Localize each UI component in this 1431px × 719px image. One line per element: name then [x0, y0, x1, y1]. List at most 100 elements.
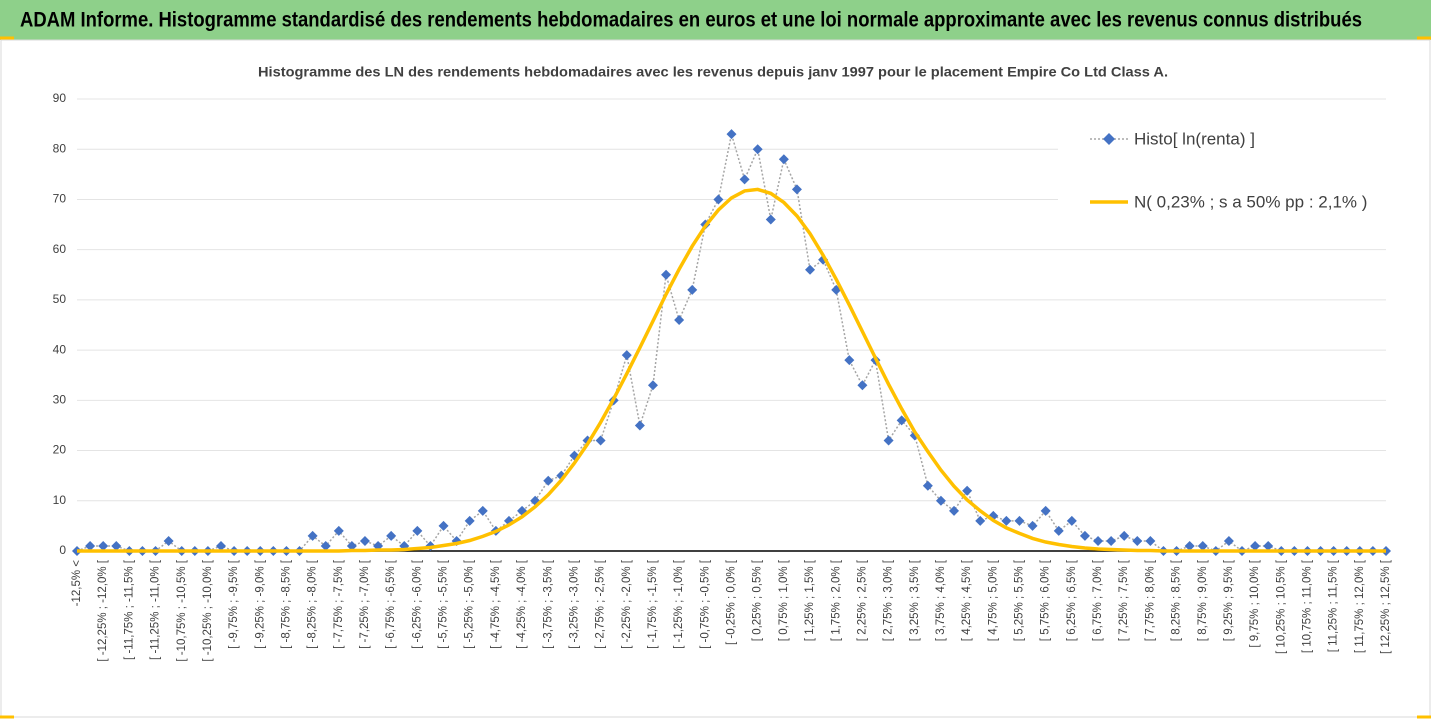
x-tick-label: [ 4,25% ; 4,5% [ [961, 559, 973, 641]
x-tick-label: [ -7,75% ; -7,5% [ [333, 559, 345, 649]
diamond-marker [922, 480, 933, 491]
normal-curve [77, 187, 1386, 553]
x-tick-label: [ -5,75% ; -5,5% [ [438, 559, 450, 649]
diamond-marker [857, 380, 868, 391]
x-tick-label: [ 3,75% ; 4,0% [ [935, 559, 947, 641]
x-tick-label: [ -5,25% ; -5,0% [ [464, 559, 476, 649]
x-tick-label: [ 1,25% ; 1,5% [ [804, 559, 816, 641]
x-tick-label: [ -10,25% ; -10,0% [ [202, 559, 214, 661]
diamond-marker [634, 420, 645, 431]
diamond-marker [477, 505, 488, 516]
diamond-marker [1184, 540, 1195, 551]
x-tick-label: [ -1,25% ; -1,0% [ [673, 559, 685, 649]
x-tick-label: [ -8,25% ; -8,0% [ [307, 559, 319, 649]
diamond-marker [713, 194, 724, 205]
x-tick-label: [ -7,25% ; -7,0% [ [359, 559, 371, 649]
diamond-marker [98, 540, 109, 551]
banner-title: ADAM Informe. Histogramme standardisé de… [20, 9, 1362, 32]
x-tick-label: [ 0,25% ; 0,5% [ [752, 559, 764, 641]
diamond-marker [1132, 535, 1143, 546]
diamond-marker [844, 355, 855, 366]
diamond-marker [949, 505, 960, 516]
legend-label: N( 0,23% ; s a 50% pp : 2,1% ) [1134, 192, 1367, 211]
y-tick-label: 40 [53, 342, 67, 356]
diamond-marker [1093, 535, 1104, 546]
x-tick-label: [ -3,75% ; -3,5% [ [542, 559, 554, 649]
y-tick-label: 0 [59, 543, 66, 557]
x-tick-label: [ -8,75% ; -8,5% [ [280, 559, 292, 649]
diamond-marker [438, 520, 449, 531]
x-tick-label: [ -1,75% ; -1,5% [ [647, 559, 659, 649]
x-tick-label: [ -4,75% ; -4,5% [ [490, 559, 502, 649]
diamond-marker [1079, 530, 1090, 541]
x-tick-label: [ -11,75% ; -11,5% [ [123, 559, 135, 660]
x-tick-label: [ 10,75% ; 11,0% [ [1301, 559, 1313, 653]
diamond-marker [346, 540, 357, 551]
x-tick-label: [ 2,75% ; 3,0% [ [883, 559, 895, 641]
x-tick-label: [ 8,75% ; 9,0% [ [1197, 559, 1209, 641]
x-tick-label: [ 12,25% ; 12,5% [ [1380, 559, 1392, 654]
y-tick-label: 20 [53, 443, 67, 457]
diamond-marker [1014, 515, 1025, 526]
diamond-marker [674, 314, 685, 325]
diamond-marker [464, 515, 475, 526]
legend-box [1058, 104, 1386, 234]
diamond-marker [896, 415, 907, 426]
diamond-marker [359, 535, 370, 546]
x-tick-label: [ 11,25% ; 11,5% [ [1328, 559, 1340, 652]
diamond-marker [307, 530, 318, 541]
diamond-marker [1197, 540, 1208, 551]
y-tick-label: 90 [53, 91, 67, 105]
y-tick-label: 80 [53, 141, 67, 155]
diamond-marker [333, 525, 344, 536]
x-tick-label: [ -3,25% ; -3,0% [ [568, 559, 580, 649]
diamond-marker [1053, 525, 1064, 536]
x-tick-label: [ 5,25% ; 5,5% [ [1014, 559, 1026, 641]
diamond-marker [647, 380, 658, 391]
diamond-marker [412, 525, 423, 536]
diamond-marker [1119, 530, 1130, 541]
diamond-marker [595, 435, 606, 446]
diamond-marker [1145, 535, 1156, 546]
x-tick-label: [ -2,25% ; -2,0% [ [621, 559, 633, 649]
diamond-marker [1040, 505, 1051, 516]
diamond-marker [791, 184, 802, 195]
x-tick-label: [ -12,25% ; -12,0% [ [97, 559, 109, 661]
x-tick-label: [ 5,75% ; 6,0% [ [1040, 559, 1052, 641]
x-tick-label: [ 6,75% ; 7,0% [ [1092, 559, 1104, 641]
x-tick-label: [ -10,75% ; -10,5% [ [176, 559, 188, 661]
x-tick-label: [ -4,25% ; -4,0% [ [516, 559, 528, 649]
diamond-marker [386, 530, 397, 541]
diamond-marker [543, 475, 554, 486]
diamond-marker [687, 284, 698, 295]
y-tick-label: 70 [53, 192, 67, 206]
diamond-marker [621, 350, 632, 361]
y-tick-label: 50 [53, 292, 67, 306]
x-tick-label: [ 1,75% ; 2,0% [ [830, 559, 842, 641]
diamond-marker [1106, 535, 1117, 546]
x-tick-label: [ -6,25% ; -6,0% [ [411, 559, 423, 649]
diamond-marker [85, 540, 96, 551]
x-tick-label: [ 9,75% ; 10,0% [ [1249, 559, 1261, 647]
diamond-marker [752, 144, 763, 155]
diamond-marker [778, 154, 789, 165]
legend-label: Histo[ ln(renta) ] [1134, 129, 1255, 148]
diamond-marker [975, 515, 986, 526]
diamond-marker [163, 535, 174, 546]
x-tick-label: [ -9,75% ; -9,5% [ [228, 559, 240, 649]
diamond-marker [805, 264, 816, 275]
diamond-marker [962, 485, 973, 496]
chart-title: Histogramme des LN des rendements hebdom… [258, 64, 1168, 80]
x-tick-label: -12,5% < [71, 560, 83, 607]
diamond-marker [739, 174, 750, 185]
diamond-marker [661, 269, 672, 280]
x-tick-label: [ 7,25% ; 7,5% [ [1118, 559, 1130, 641]
diamond-marker [1223, 535, 1234, 546]
corner-marks [0, 36, 1431, 719]
x-tick-label: [ -0,25% ; 0,0% [ [726, 559, 738, 645]
x-tick-label: [ -6,75% ; -6,5% [ [385, 559, 397, 649]
banner [0, 0, 1431, 40]
x-tick-label: [ 6,25% ; 6,5% [ [1066, 559, 1078, 641]
x-tick-label: [ -11,25% ; -11,0% [ [150, 559, 162, 660]
